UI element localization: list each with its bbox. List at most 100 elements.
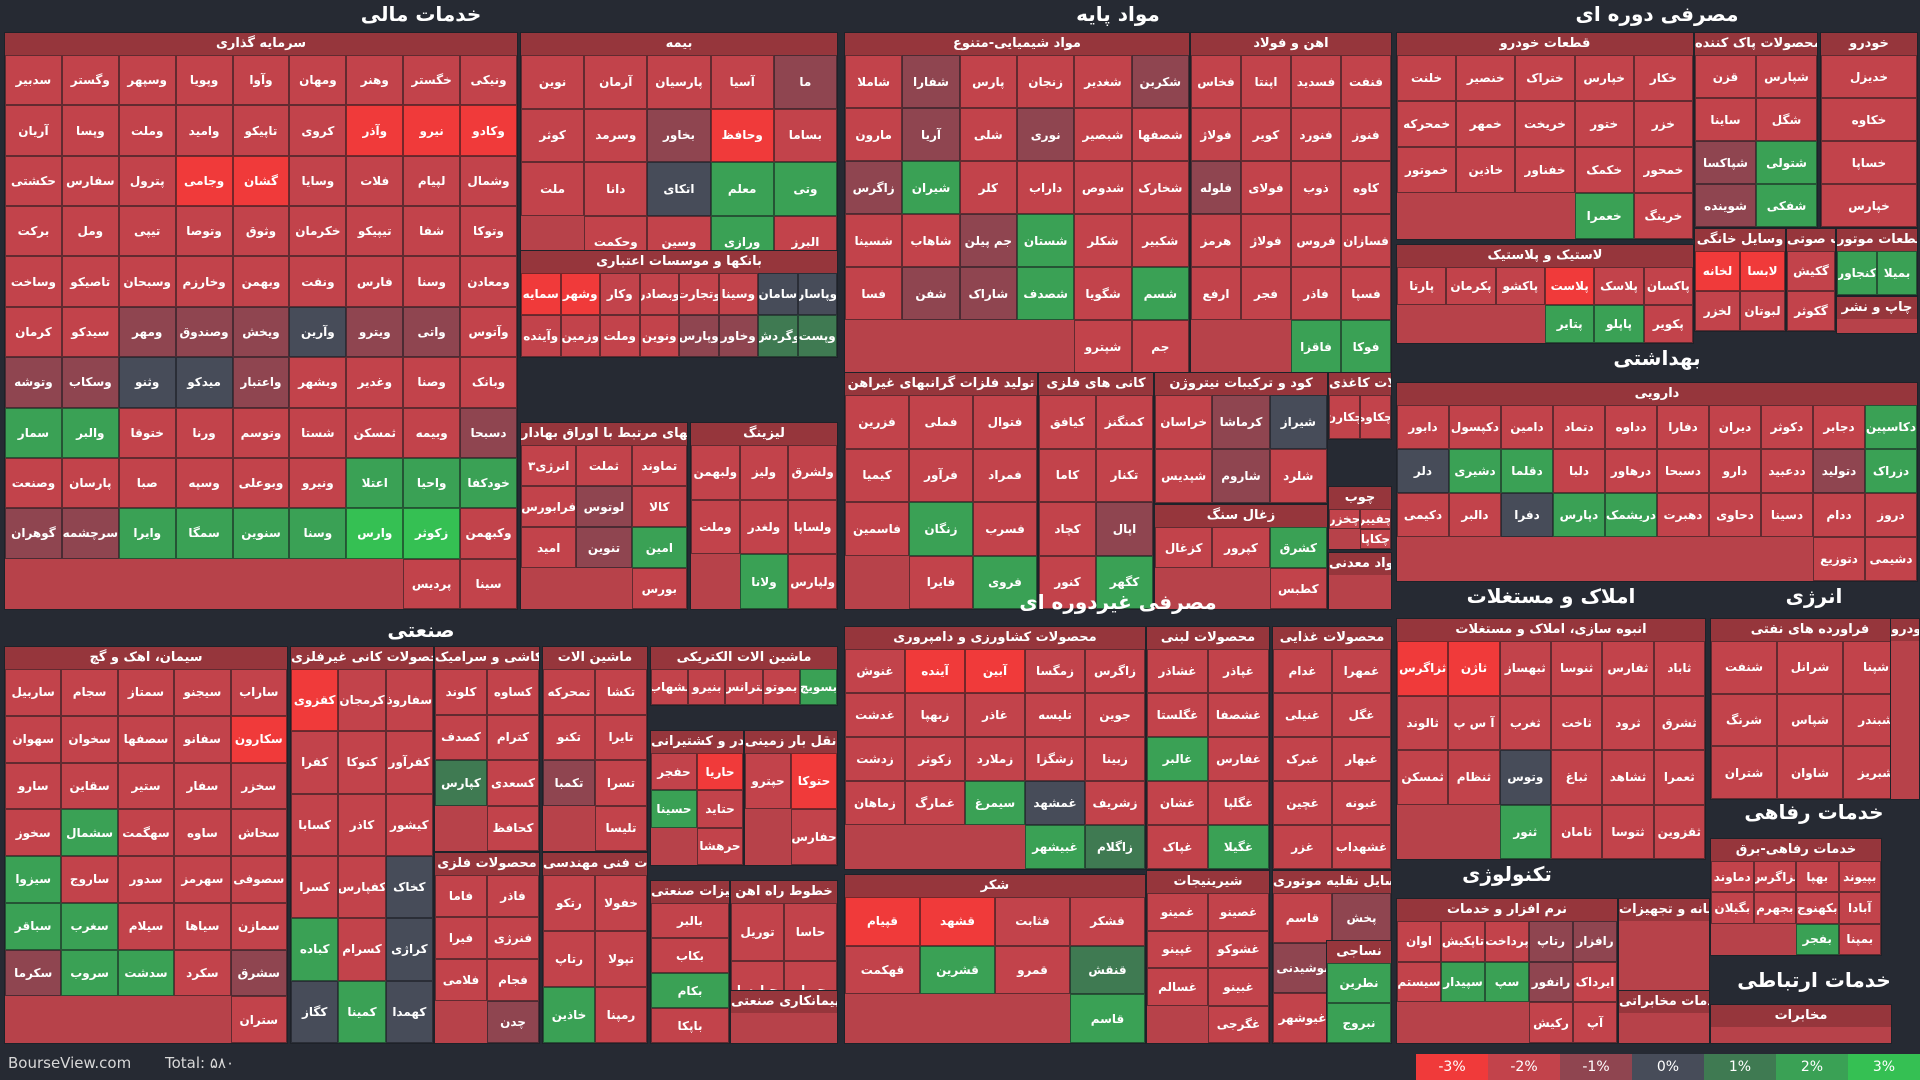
stock-tile[interactable]: غشهداب — [1332, 825, 1391, 869]
stock-tile[interactable]: رافزار — [1573, 921, 1617, 962]
stock-tile[interactable]: دفارا — [1657, 405, 1709, 449]
stock-tile[interactable]: سهگمت — [117, 809, 175, 856]
stock-tile[interactable]: کرمان — [5, 306, 62, 358]
stock-tile[interactable]: کحافظ — [487, 805, 539, 851]
stock-tile[interactable]: تاصیکو — [61, 256, 119, 307]
stock-tile[interactable]: سفانو — [174, 715, 231, 763]
stock-tile[interactable]: فایرا — [909, 555, 973, 609]
stock-tile[interactable]: کصدف — [435, 714, 487, 760]
stock-tile[interactable]: شپترو — [1074, 320, 1132, 373]
stock-tile[interactable]: سکرد — [174, 949, 231, 997]
stock-tile[interactable]: دکپسول — [1449, 405, 1501, 449]
stock-tile[interactable]: پاپلو — [1594, 305, 1644, 343]
stock-tile[interactable]: ثفارس — [1602, 641, 1654, 696]
stock-tile[interactable]: ثباغ — [1551, 750, 1603, 805]
stock-tile[interactable]: کگهر — [1096, 555, 1153, 609]
stock-tile[interactable]: آبادا — [1838, 892, 1881, 924]
stock-tile[interactable]: زاگرس — [1085, 649, 1145, 693]
stock-tile[interactable]: سخوز — [5, 809, 62, 856]
stock-tile[interactable]: غشوکو — [1208, 930, 1269, 968]
stock-tile[interactable]: خراسان — [1155, 395, 1213, 449]
stock-tile[interactable]: بشهاب — [651, 669, 689, 705]
stock-tile[interactable]: کوثر — [521, 108, 585, 162]
stock-tile[interactable]: غبرک — [1273, 737, 1332, 781]
stock-tile[interactable]: حسینا — [651, 790, 697, 828]
stock-tile[interactable]: گکوثر — [1787, 291, 1835, 331]
stock-tile[interactable]: قثابت — [995, 897, 1070, 946]
stock-tile[interactable]: رکیش — [1529, 1002, 1573, 1043]
stock-tile[interactable]: غصینو — [1208, 893, 1269, 931]
stock-tile[interactable]: دروز — [1865, 493, 1917, 537]
stock-tile[interactable]: آپ — [1573, 1002, 1617, 1043]
stock-tile[interactable]: تکنار — [1096, 448, 1153, 502]
stock-tile[interactable]: ثمسکن — [346, 407, 404, 458]
stock-tile[interactable]: شفکی — [1756, 184, 1817, 227]
stock-tile[interactable]: کچاد — [1039, 502, 1096, 556]
stock-tile[interactable]: بزاگرس — [1753, 861, 1796, 893]
stock-tile[interactable]: ولغدر — [739, 499, 789, 555]
stock-tile[interactable]: سجام — [61, 669, 118, 716]
stock-tile[interactable]: لبوتان — [1740, 291, 1785, 331]
stock-tile[interactable]: کروی — [289, 105, 347, 156]
stock-tile[interactable]: تایرا — [595, 714, 647, 760]
stock-tile[interactable]: دشیمی — [1865, 537, 1917, 581]
stock-tile[interactable]: کالا — [631, 486, 687, 527]
stock-tile[interactable]: ثامان — [1551, 804, 1603, 859]
stock-tile[interactable]: ثبهساز — [1499, 641, 1551, 696]
stock-tile[interactable]: ساروج — [61, 856, 118, 903]
stock-tile[interactable]: دکاسپین — [1865, 405, 1917, 449]
stock-tile[interactable]: پکویر — [1643, 305, 1693, 343]
stock-tile[interactable]: ثمسکن — [1397, 750, 1449, 805]
stock-tile[interactable]: غاذر — [965, 693, 1025, 737]
stock-tile[interactable]: قپیام — [845, 897, 920, 946]
stock-tile[interactable]: غدام — [1273, 649, 1332, 693]
stock-tile[interactable]: فروس — [1291, 214, 1341, 267]
stock-tile[interactable]: شپدیس — [1155, 449, 1213, 503]
stock-tile[interactable]: حتاید — [697, 790, 743, 828]
stock-tile[interactable]: ختور — [1574, 101, 1634, 147]
stock-tile[interactable]: وسنا — [403, 256, 461, 307]
stock-tile[interactable]: ثرود — [1602, 695, 1654, 750]
stock-tile[interactable]: جوین — [1085, 693, 1145, 737]
stock-tile[interactable]: وآوا — [232, 55, 290, 106]
stock-tile[interactable]: تکشا — [595, 669, 647, 715]
stock-tile[interactable]: وبانک — [460, 357, 517, 408]
stock-tile[interactable]: دداوه — [1605, 405, 1657, 449]
stock-tile[interactable]: بخاور — [647, 108, 711, 162]
stock-tile[interactable]: دشیری — [1449, 449, 1501, 493]
stock-tile[interactable]: بکهنوج — [1796, 892, 1839, 924]
stock-tile[interactable]: وآرین — [289, 306, 347, 358]
stock-tile[interactable]: ختراک — [1515, 55, 1575, 101]
stock-tile[interactable]: سمار — [5, 407, 62, 458]
stock-tile[interactable]: صبا — [118, 457, 176, 509]
stock-tile[interactable]: کزغال — [1155, 527, 1213, 568]
stock-tile[interactable]: وهنر — [346, 55, 404, 106]
stock-tile[interactable]: دحاوی — [1709, 493, 1761, 537]
stock-tile[interactable]: دجابر — [1813, 405, 1865, 449]
stock-tile[interactable]: وملت — [118, 105, 176, 156]
stock-tile[interactable]: شوینده — [1695, 184, 1756, 227]
stock-tile[interactable]: کباده — [291, 918, 339, 981]
stock-tile[interactable]: وثنو — [118, 357, 176, 408]
stock-tile[interactable]: سیزوا — [5, 856, 62, 903]
stock-tile[interactable]: تیپیکو — [346, 206, 404, 257]
stock-tile[interactable]: وتوکا — [460, 206, 517, 257]
stock-tile[interactable]: سصفها — [117, 715, 175, 763]
stock-tile[interactable]: زکوثر — [905, 737, 965, 781]
stock-tile[interactable]: لوتوس — [576, 486, 632, 527]
stock-tile[interactable]: نطرین — [1327, 963, 1391, 1003]
stock-tile[interactable]: سهرمز — [174, 856, 231, 903]
stock-tile[interactable]: ونوین — [639, 315, 679, 357]
stock-tile[interactable]: نبروج — [1327, 1003, 1391, 1043]
stock-tile[interactable]: حاریا — [697, 753, 743, 791]
stock-tile[interactable]: شاروم — [1212, 449, 1270, 503]
stock-tile[interactable]: مارون — [845, 108, 903, 161]
stock-tile[interactable]: کاوه — [1341, 161, 1391, 214]
stock-tile[interactable]: خپارس — [1821, 184, 1917, 227]
stock-tile[interactable]: کنور — [1039, 555, 1096, 609]
stock-tile[interactable]: وغدیر — [346, 357, 404, 408]
stock-tile[interactable]: کسعدی — [487, 760, 539, 806]
stock-tile[interactable]: کشرق — [1269, 527, 1327, 568]
stock-tile[interactable]: وپویا — [175, 55, 233, 106]
stock-tile[interactable]: ثاخت — [1551, 695, 1603, 750]
